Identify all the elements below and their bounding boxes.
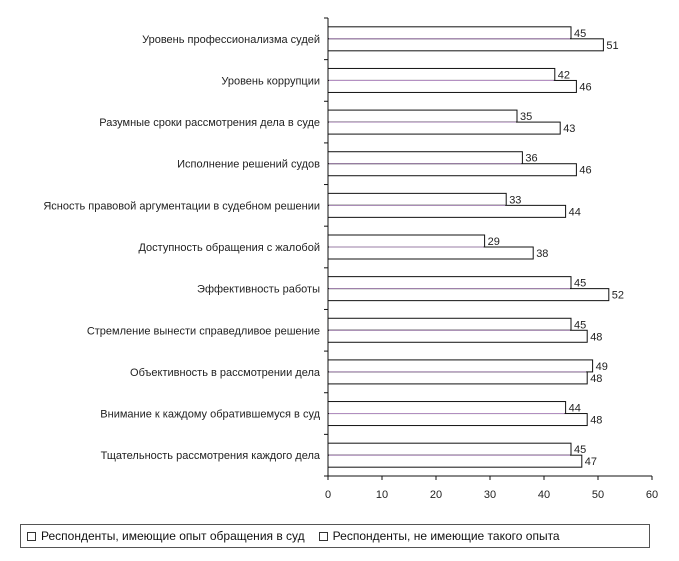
category-label-0: Уровень профессионализма судей [142,34,320,46]
bar-2-4 [327,204,567,218]
value-label-2-7: 48 [590,331,602,343]
bar-1-6 [327,276,572,290]
category-label-6: Эффективность работы [197,284,320,296]
category-label-10: Тщательность рассмотрения каждого дела [101,450,321,462]
x-tick-label-0: 0 [325,489,331,501]
legend: Респонденты, имеющие опыт обращения в су… [20,524,650,548]
value-label-1-4: 33 [509,194,521,206]
bar-1-10 [327,442,572,456]
value-label-2-8: 48 [590,373,602,385]
value-label-1-3: 36 [525,153,537,165]
bar-1-0 [327,26,572,40]
value-label-2-3: 46 [579,165,591,177]
value-label-1-1: 42 [558,69,570,81]
x-tick-label-4: 40 [538,489,550,501]
bar-2-1 [327,79,577,93]
bar-1-1 [327,67,556,81]
value-label-2-1: 46 [579,81,591,93]
value-label-2-5: 38 [536,248,548,260]
value-label-2-10: 47 [585,456,597,468]
bar-1-7 [327,317,572,331]
value-label-1-0: 45 [574,28,586,40]
x-tick-label-1: 10 [376,489,388,501]
category-label-9: Внимание к каждому обратившемуся в суд [100,409,320,421]
legend-swatch-series-2 [318,531,328,541]
bar-2-8 [327,371,588,385]
x-tick-label-3: 30 [484,489,496,501]
legend-label-series-1: Респонденты, имеющие опыт обращения в су… [41,529,305,543]
x-tick-label-2: 20 [430,489,442,501]
category-label-5: Доступность обращения с жалобой [138,242,320,254]
bar-2-10 [327,454,583,468]
category-label-2: Разумные сроки рассмотрения дела в суде [99,117,320,129]
value-label-1-8: 49 [596,361,608,373]
value-label-2-9: 48 [590,415,602,427]
value-label-2-4: 44 [569,206,581,218]
x-tick-label-5: 50 [592,489,604,501]
bar-1-9 [327,401,567,415]
bar-2-2 [327,121,561,135]
legend-swatch-series-1 [27,531,36,541]
value-label-1-10: 45 [574,444,586,456]
legend-item-series-1: Респонденты, имеющие опыт обращения в су… [27,529,305,543]
x-tick-label-6: 60 [646,489,658,501]
bar-2-6 [327,288,610,302]
bar-2-5 [327,246,534,260]
bars-layer [327,26,610,468]
bar-1-8 [327,359,594,373]
legend-item-series-2: Респонденты, не имеющие такого опыта [318,529,560,543]
category-label-8: Объективность в рассмотрении дела [130,367,321,379]
value-label-1-5: 29 [488,236,500,248]
legend-label-series-2: Респонденты, не имеющие такого опыта [332,529,560,543]
bar-2-9 [327,413,588,427]
value-label-2-6: 52 [612,290,624,302]
category-label-4: Ясность правовой аргументации в судебном… [43,200,320,212]
bar-1-4 [327,192,507,206]
category-label-3: Исполнение решений судов [177,159,320,171]
category-label-7: Стремление вынести справедливое решение [87,325,320,337]
bar-2-7 [327,329,588,343]
bar-1-5 [327,234,486,248]
category-label-1: Уровень коррупции [221,75,320,87]
bar-2-0 [327,38,604,52]
bar-1-2 [327,109,518,123]
category-labels: Уровень профессионализма судей Уровень ко… [43,34,321,462]
bar-2-3 [327,163,577,177]
x-axis: 0 10 20 30 40 50 60 [324,17,658,501]
value-label-2-2: 43 [563,123,575,135]
value-label-1-9: 44 [569,403,581,415]
value-label-1-6: 45 [574,278,586,290]
bar-1-3 [327,151,523,165]
value-label-1-7: 45 [574,319,586,331]
value-label-1-2: 35 [520,111,532,123]
value-label-2-0: 51 [606,40,618,52]
value-labels: 4551424635433646334429384552454849484448… [488,28,624,468]
